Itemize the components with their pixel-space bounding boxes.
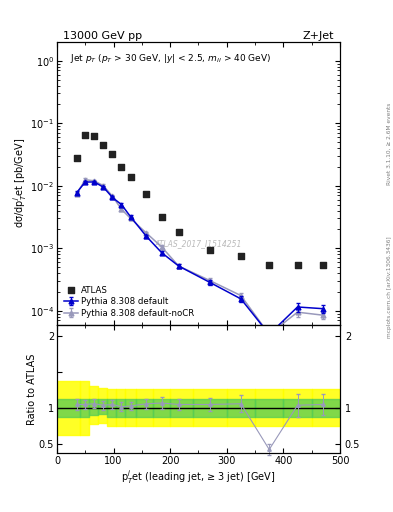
Text: Rivet 3.1.10, ≥ 2.6M events: Rivet 3.1.10, ≥ 2.6M events (387, 102, 392, 184)
ATLAS (320, 261, 326, 269)
Legend: ATLAS, Pythia 8.308 default, Pythia 8.308 default-noCR: ATLAS, Pythia 8.308 default, Pythia 8.30… (61, 283, 197, 321)
ATLAS (266, 261, 272, 269)
ATLAS (158, 212, 165, 221)
ATLAS (207, 246, 213, 254)
Text: 13000 GeV pp: 13000 GeV pp (62, 31, 142, 41)
Text: mcplots.cern.ch [arXiv:1306.3436]: mcplots.cern.ch [arXiv:1306.3436] (387, 236, 392, 337)
ATLAS (91, 132, 97, 140)
ATLAS (294, 261, 301, 269)
ATLAS (100, 141, 107, 149)
Text: Z+Jet: Z+Jet (303, 31, 334, 41)
ATLAS (238, 252, 244, 260)
ATLAS (118, 163, 125, 171)
Y-axis label: dσ/dp$^j_T$et [pb/GeV]: dσ/dp$^j_T$et [pb/GeV] (11, 138, 29, 228)
X-axis label: p$^j_T$et (leading jet, ≥ 3 jet) [GeV]: p$^j_T$et (leading jet, ≥ 3 jet) [GeV] (121, 468, 275, 486)
Text: ATLAS_2017_I1514251: ATLAS_2017_I1514251 (155, 240, 242, 249)
Y-axis label: Ratio to ATLAS: Ratio to ATLAS (28, 353, 37, 424)
ATLAS (143, 189, 150, 198)
Text: Jet $p_T$ ($p_T$ > 30 GeV, $|y|$ < 2.5, $m_{ll}$ > 40 GeV): Jet $p_T$ ($p_T$ > 30 GeV, $|y|$ < 2.5, … (70, 52, 271, 65)
ATLAS (82, 131, 88, 139)
ATLAS (109, 150, 116, 158)
ATLAS (127, 173, 134, 181)
ATLAS (73, 154, 80, 162)
ATLAS (176, 228, 182, 237)
